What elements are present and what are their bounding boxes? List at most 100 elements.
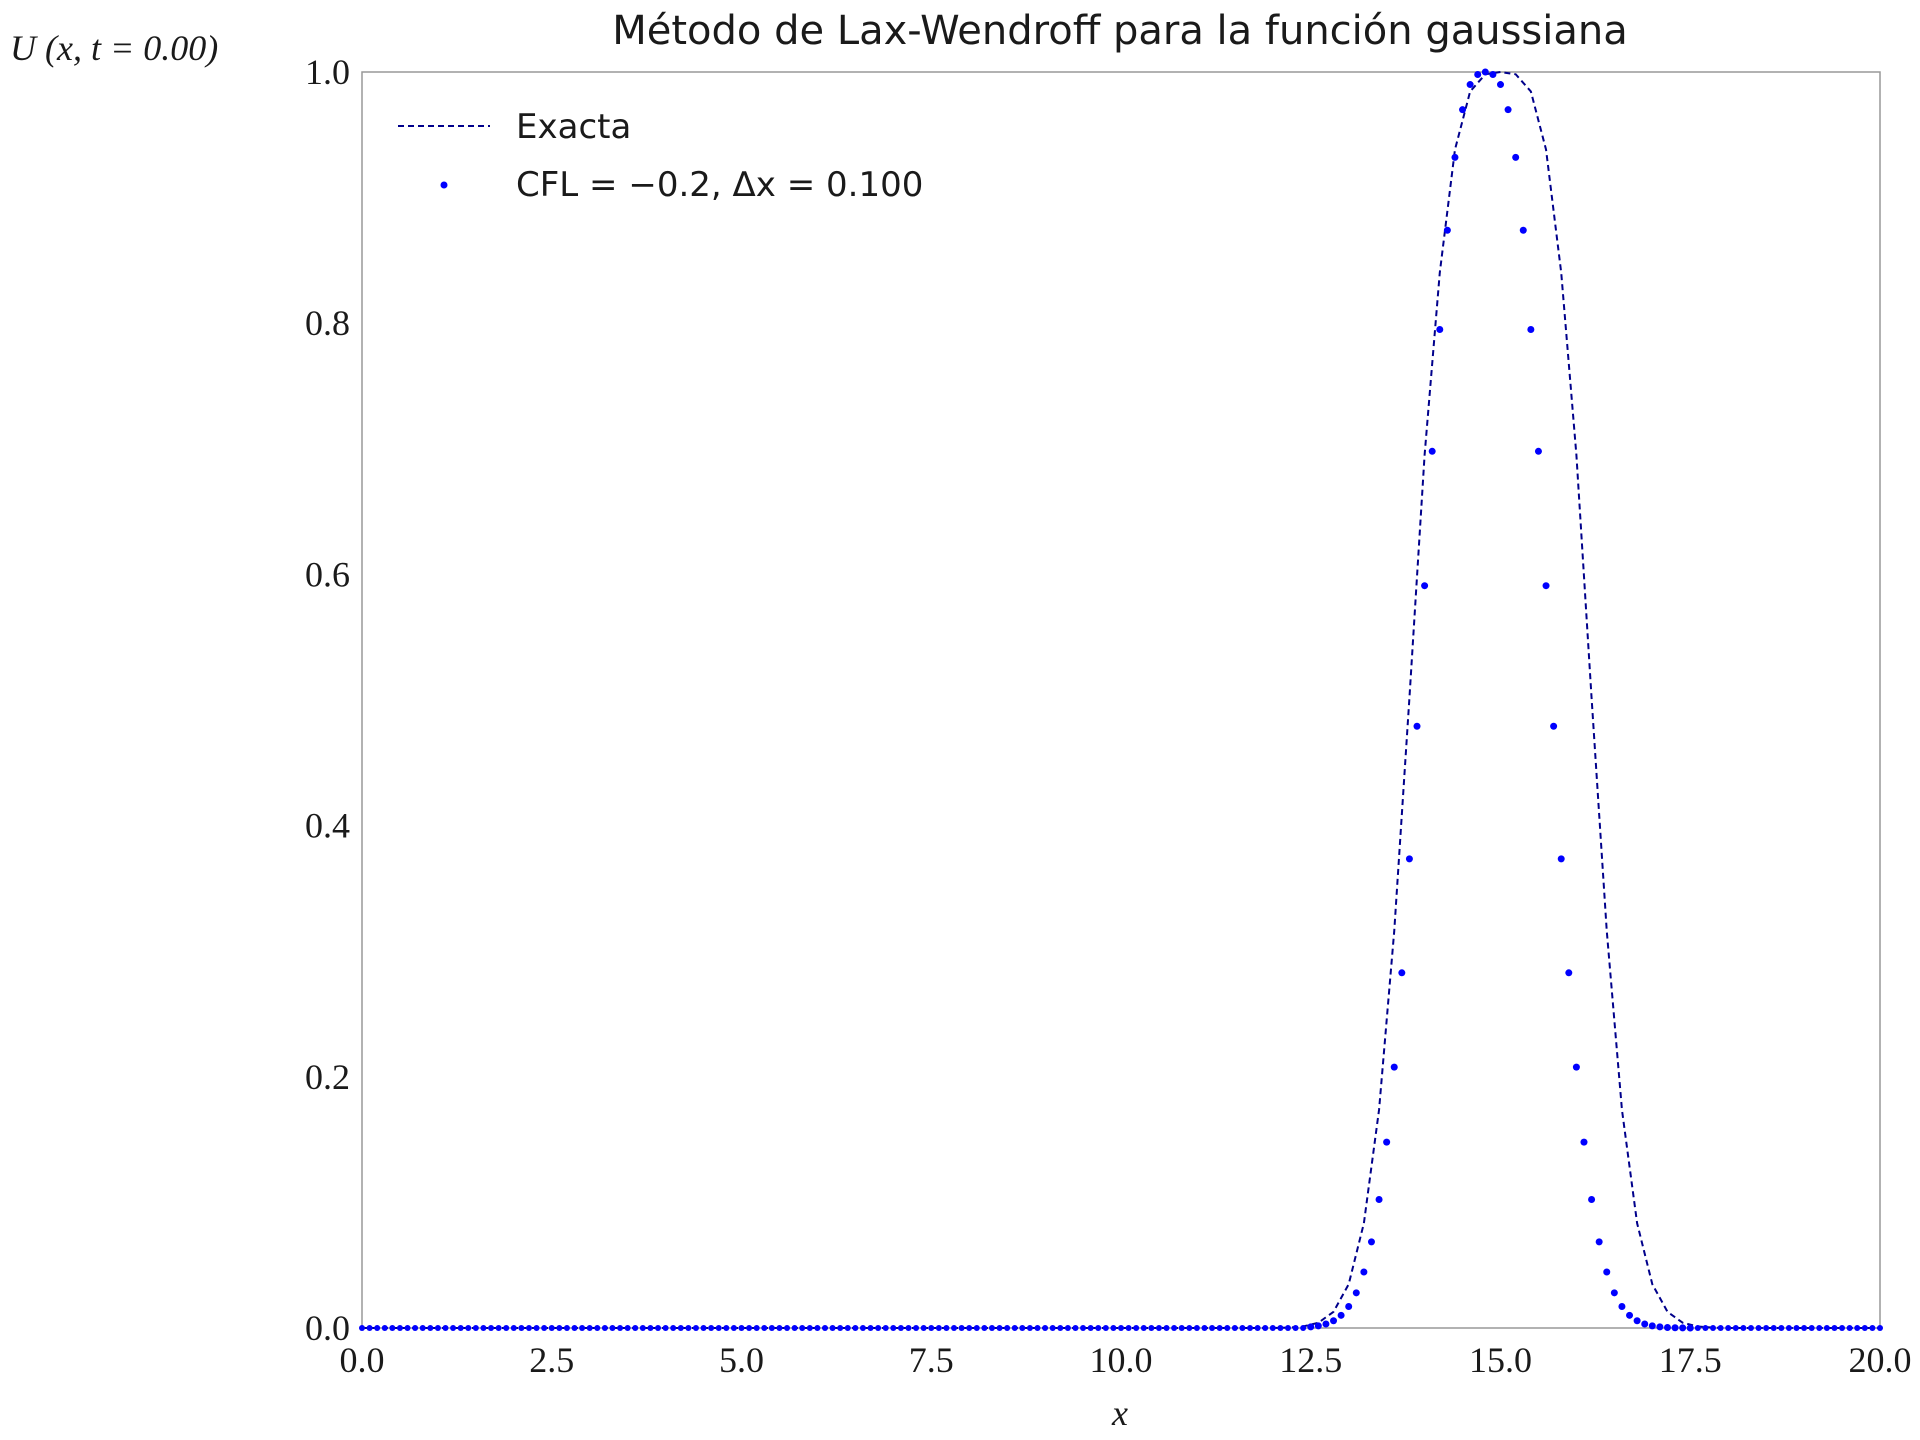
data-point [1839, 1325, 1846, 1331]
data-point [1375, 1196, 1383, 1204]
data-point [1572, 1063, 1580, 1071]
data-point [1869, 1325, 1876, 1331]
data-point [1277, 1325, 1284, 1331]
data-point [503, 1325, 510, 1331]
data-point [1367, 1238, 1375, 1246]
data-point [1345, 1303, 1353, 1311]
data-point [374, 1325, 381, 1331]
data-point [806, 1325, 813, 1331]
data-point [1436, 325, 1444, 333]
data-point [480, 1325, 487, 1331]
data-point [548, 1325, 555, 1331]
data-point [1125, 1325, 1132, 1331]
data-point [1648, 1322, 1656, 1330]
data-point [1679, 1324, 1687, 1332]
data-point [488, 1325, 495, 1331]
data-point [427, 1325, 434, 1331]
data-point [1534, 447, 1542, 455]
data-point [1102, 1325, 1109, 1331]
data-point [1247, 1325, 1254, 1331]
data-point [1663, 1323, 1671, 1331]
data-point [419, 1325, 426, 1331]
data-point [1330, 1317, 1338, 1325]
data-point [1542, 582, 1550, 590]
data-point [1314, 1322, 1322, 1330]
data-point [1633, 1317, 1641, 1325]
data-point [730, 1325, 737, 1331]
data-point [1300, 1325, 1307, 1331]
data-point [510, 1325, 517, 1331]
data-point [723, 1325, 730, 1331]
legend-numeric-point-swatch [440, 181, 448, 189]
data-point [1595, 1238, 1603, 1246]
data-point [1793, 1325, 1800, 1331]
x-tick-label: 20.0 [1849, 1340, 1912, 1380]
plot-area [359, 68, 1883, 1332]
data-point [1072, 1325, 1079, 1331]
data-point [389, 1325, 396, 1331]
data-point [1224, 1325, 1231, 1331]
data-point [1019, 1325, 1026, 1331]
data-point [1042, 1325, 1049, 1331]
y-tick-label: 1.0 [305, 52, 350, 92]
data-point [1801, 1325, 1808, 1331]
data-point [1854, 1325, 1861, 1331]
data-point [859, 1325, 866, 1331]
data-point [996, 1325, 1003, 1331]
y-tick-label: 0.2 [305, 1057, 350, 1097]
data-point [1504, 106, 1512, 114]
data-point [396, 1325, 403, 1331]
data-point [594, 1325, 601, 1331]
data-point [1443, 226, 1451, 234]
data-point [556, 1325, 563, 1331]
data-point [905, 1325, 912, 1331]
data-point [708, 1325, 715, 1331]
data-point [928, 1325, 935, 1331]
data-point [434, 1325, 441, 1331]
data-point [1610, 1289, 1618, 1297]
data-point [1459, 106, 1467, 114]
data-point [1580, 1138, 1588, 1146]
data-point [1512, 153, 1520, 161]
data-point [692, 1325, 699, 1331]
data-point [791, 1325, 798, 1331]
data-point [1732, 1325, 1739, 1331]
data-point [624, 1325, 631, 1331]
data-point [875, 1325, 882, 1331]
legend-label-numeric: CFL = −0.2, Δx = 0.100 [516, 165, 923, 205]
data-point [1481, 68, 1489, 76]
data-point [1383, 1138, 1391, 1146]
data-point [1034, 1325, 1041, 1331]
data-point [404, 1325, 411, 1331]
data-point [1770, 1325, 1777, 1331]
data-point [913, 1325, 920, 1331]
data-point [541, 1325, 548, 1331]
data-point [1186, 1325, 1193, 1331]
x-axis-label: x [1111, 1393, 1128, 1433]
y-tick-label: 0.4 [305, 806, 350, 846]
data-point [1428, 447, 1436, 455]
data-point [799, 1325, 806, 1331]
data-point [1451, 153, 1459, 161]
data-point [533, 1325, 540, 1331]
data-point [442, 1325, 449, 1331]
data-point [1778, 1325, 1785, 1331]
data-point [465, 1325, 472, 1331]
data-point [837, 1325, 844, 1331]
data-point [1080, 1325, 1087, 1331]
data-point [525, 1325, 532, 1331]
data-point [761, 1325, 768, 1331]
data-point [1201, 1325, 1208, 1331]
data-point [852, 1325, 859, 1331]
data-point [920, 1325, 927, 1331]
data-point [1421, 582, 1429, 590]
data-point [639, 1325, 646, 1331]
data-point [1702, 1325, 1709, 1331]
data-point [472, 1325, 479, 1331]
data-point [1671, 1324, 1679, 1332]
x-tick-label: 12.5 [1279, 1340, 1342, 1380]
data-point [1785, 1325, 1792, 1331]
data-point [973, 1325, 980, 1331]
data-point [1193, 1325, 1200, 1331]
data-point [685, 1325, 692, 1331]
